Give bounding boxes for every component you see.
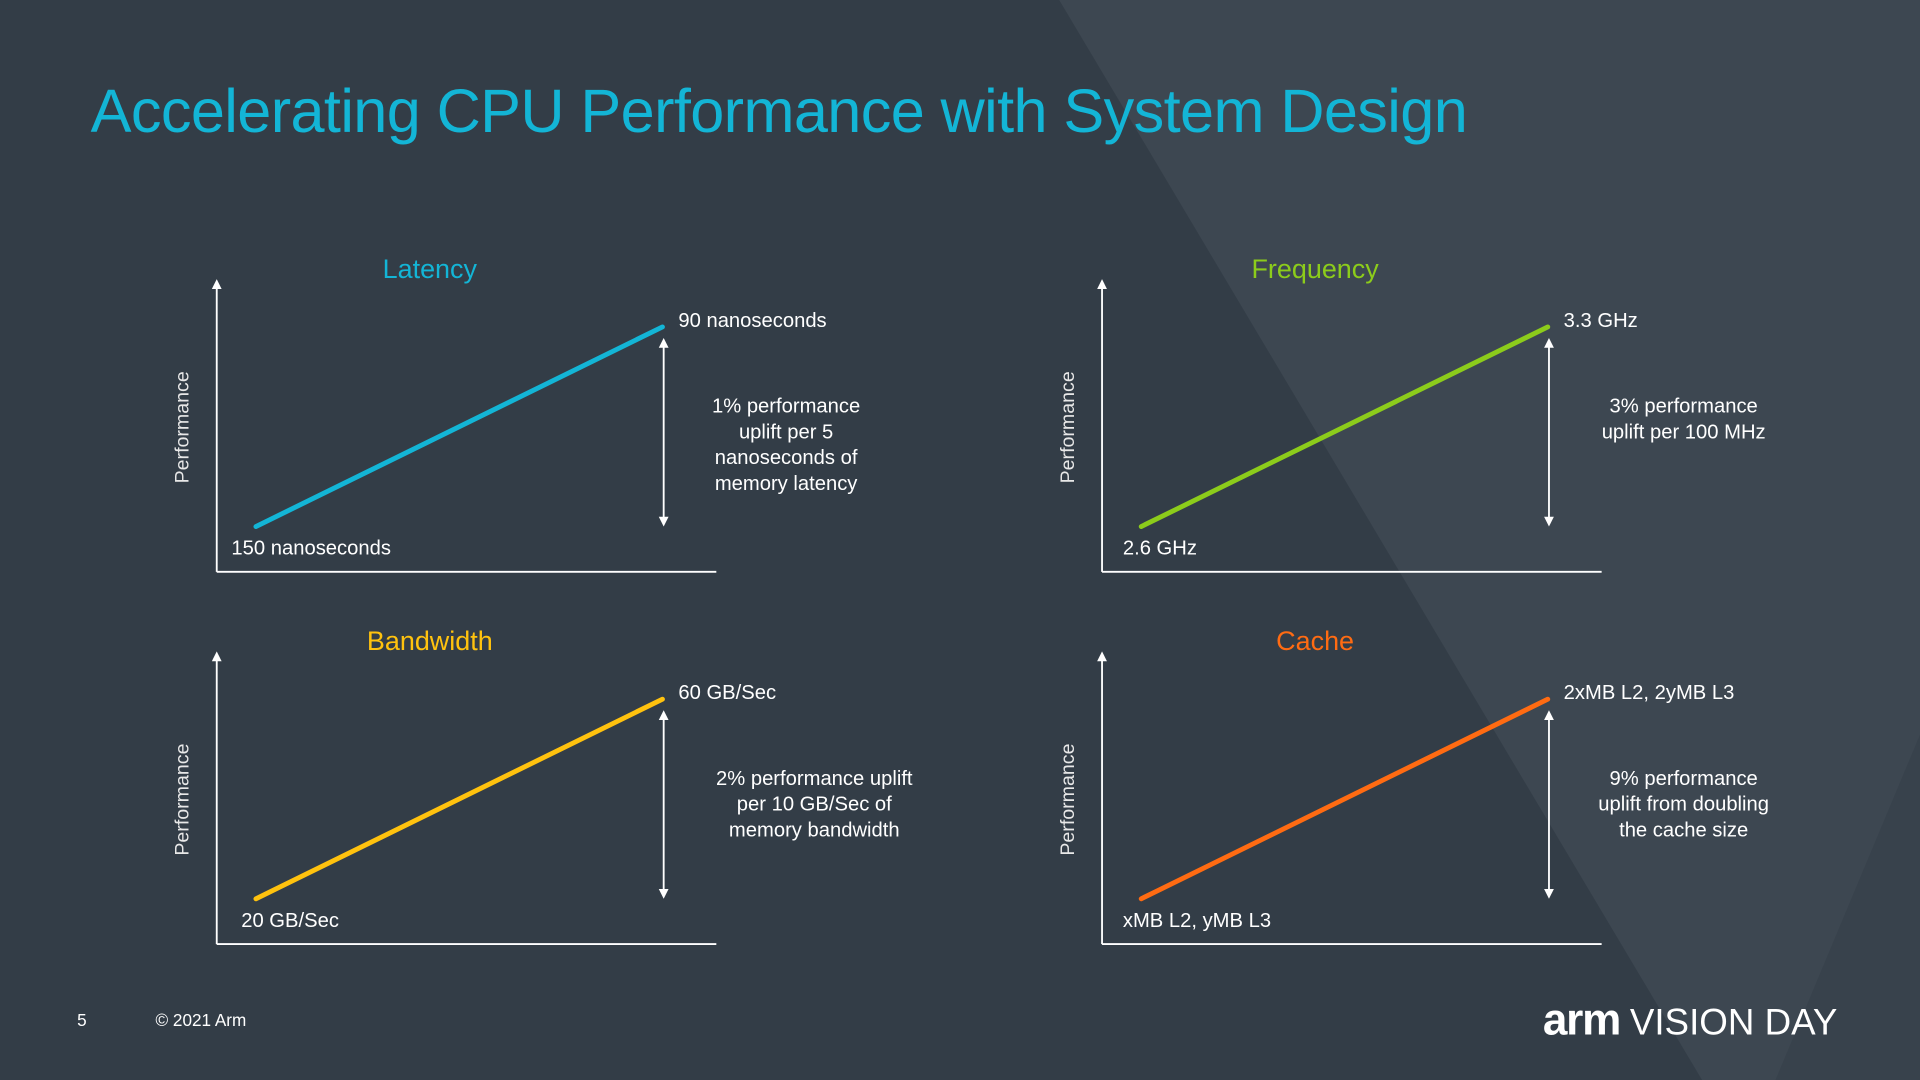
slide-title: Accelerating CPU Performance with System… — [90, 77, 1468, 146]
logo-event: VISION DAY — [1629, 1002, 1838, 1044]
copyright: © 2021 Arm — [155, 1010, 247, 1030]
page-number: 5 — [77, 1010, 87, 1030]
arm-vision-day-logo: arm VISION DAY — [1543, 994, 1838, 1045]
logo-brand: arm — [1542, 994, 1621, 1045]
